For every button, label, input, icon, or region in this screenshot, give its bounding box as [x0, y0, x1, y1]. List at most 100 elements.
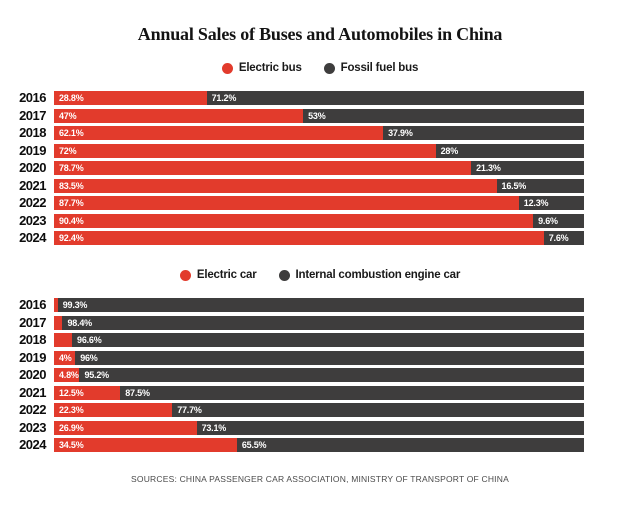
bar-row: 2023 90.4% 9.6%: [8, 212, 584, 228]
year-label: 2024: [19, 230, 46, 245]
bar-value-label: 77.7%: [177, 405, 202, 415]
electric-bar-segment: 22.3%: [54, 403, 173, 417]
electric-bar-segment: 28.8%: [54, 91, 207, 105]
bar-value-label: 9.6%: [538, 215, 558, 226]
stacked-bar: 78.7% 21.3%: [54, 161, 584, 175]
electric-bar-segment: 4%: [54, 350, 76, 365]
conventional-bar-segment: 96%: [75, 350, 584, 365]
conventional-bar-segment: 21.3%: [471, 161, 584, 175]
bar-value-label: 96.6%: [77, 335, 102, 345]
car-chart-legend: Electric car Internal combustion engine c…: [0, 268, 640, 282]
conventional-bar-segment: 99.3%: [57, 298, 584, 312]
conventional-bar-segment: 96.6%: [72, 333, 584, 347]
electric-bar-segment: [54, 333, 73, 347]
stacked-bar: 99.3%: [54, 298, 584, 312]
stacked-bar: 34.5% 65.5%: [54, 438, 584, 452]
electric-bar-segment: 4.8%: [54, 368, 80, 382]
year-label: 2022: [19, 402, 46, 417]
bar-value-label: 62.1%: [59, 128, 84, 138]
legend-item: Electric bus: [221, 62, 302, 74]
stacked-bar: 98.4%: [54, 315, 584, 330]
electric-bar-segment: [54, 315, 63, 330]
bus-chart-rows: 2016 28.8% 71.2% 2017 47% 53% 2018 62.1% 37.9% 20…: [8, 91, 584, 245]
car-chart-rows: 2016 99.3% 2017 98.4% 2018 96.6% 2019 4% 96% 2020…: [8, 298, 584, 452]
stacked-bar: 90.4% 9.6%: [54, 213, 584, 228]
conventional-bar-segment: 9.6%: [533, 213, 584, 228]
bar-value-label: 12.5%: [59, 387, 84, 398]
legend-label: Fossil fuel bus: [340, 62, 419, 74]
stacked-bar: 96.6%: [54, 333, 584, 347]
bar-row: 2019 4% 96%: [8, 350, 584, 365]
conventional-bar-segment: 77.7%: [172, 403, 584, 417]
electric-bar-segment: 12.5%: [54, 385, 121, 400]
bar-value-label: 16.5%: [501, 180, 527, 191]
bar-value-label: 87.7%: [59, 198, 84, 208]
bar-value-label: 12.3%: [523, 198, 549, 208]
year-label: 2018: [19, 125, 46, 140]
stacked-bar: 22.3% 77.7%: [54, 403, 584, 417]
legend-label: Internal combustion engine car: [295, 269, 461, 281]
bar-row: 2023 26.9% 73.1%: [8, 419, 584, 435]
page-title: Annual Sales of Buses and Automobiles in…: [137, 24, 503, 44]
bar-value-label: 90.4%: [59, 215, 84, 226]
conventional-bar-segment: 71.2%: [206, 91, 584, 105]
electric-bar-segment: 92.4%: [54, 231, 544, 245]
bar-row: 2018 62.1% 37.9%: [8, 126, 584, 140]
bar-value-label: 92.4%: [59, 233, 84, 243]
bar-value-label: 53%: [308, 110, 326, 121]
bar-value-label: 28.8%: [59, 93, 84, 103]
electric-bar-segment: [54, 298, 58, 312]
year-label: 2018: [19, 332, 46, 347]
electric-legend-dot-icon: [179, 269, 191, 281]
year-label: 2023: [19, 419, 46, 435]
year-label: 2021: [19, 384, 46, 400]
conventional-bar-segment: 16.5%: [496, 178, 584, 193]
year-label: 2017: [19, 314, 46, 330]
legend-label: Electric car: [196, 269, 257, 281]
bar-value-label: 28%: [440, 145, 459, 156]
bar-value-label: 87.5%: [125, 387, 150, 398]
legend-item: Internal combustion engine car: [278, 269, 461, 281]
electric-bar-segment: 62.1%: [54, 126, 384, 140]
conventional-bar-segment: 95.2%: [79, 368, 584, 382]
bar-row: 2020 78.7% 21.3%: [8, 161, 584, 175]
bar-row: 2024 34.5% 65.5%: [8, 438, 584, 452]
bar-row: 2016 28.8% 71.2%: [8, 91, 584, 105]
bar-row: 2024 92.4% 7.6%: [8, 231, 584, 245]
bar-row: 2020 4.8% 95.2%: [8, 368, 584, 382]
bar-value-label: 78.7%: [59, 163, 84, 173]
stacked-bar: 62.1% 37.9%: [54, 126, 584, 140]
year-label: 2023: [19, 212, 46, 228]
bar-value-label: 37.9%: [388, 128, 413, 138]
bar-value-label: 65.5%: [241, 440, 267, 450]
year-label: 2020: [19, 367, 46, 382]
bar-value-label: 7.6%: [548, 233, 569, 243]
stacked-bar: 83.5% 16.5%: [54, 178, 584, 193]
conventional-bar-segment: 65.5%: [236, 438, 584, 452]
bar-value-label: 22.3%: [59, 405, 84, 415]
stacked-bar: 26.9% 73.1%: [54, 420, 584, 435]
bar-value-label: 83.5%: [59, 180, 84, 191]
stacked-bar: 92.4% 7.6%: [54, 231, 584, 245]
stacked-bar: 12.5% 87.5%: [54, 385, 584, 400]
bar-value-label: 4.8%: [59, 370, 79, 380]
bar-value-label: 98.4%: [67, 317, 92, 328]
infographic-page: Annual Sales of Buses and Automobiles in…: [0, 24, 640, 525]
legend-item: Fossil fuel bus: [323, 62, 419, 74]
year-label: 2016: [19, 297, 46, 312]
bar-row: 2021 12.5% 87.5%: [8, 384, 584, 400]
year-label: 2020: [19, 160, 46, 175]
bar-value-label: 72%: [59, 145, 77, 156]
bar-value-label: 21.3%: [476, 163, 501, 173]
legend-item: Electric car: [179, 269, 257, 281]
car-sales-chart: Electric car Internal combustion engine c…: [0, 268, 640, 452]
electric-bar-segment: 90.4%: [54, 213, 534, 228]
electric-legend-dot-icon: [221, 62, 233, 74]
conventional-legend-dot-icon: [323, 62, 335, 74]
stacked-bar: 72% 28%: [54, 143, 584, 158]
conventional-bar-segment: 12.3%: [518, 196, 584, 210]
bar-row: 2021 83.5% 16.5%: [8, 178, 584, 193]
conventional-bar-segment: 28%: [435, 143, 584, 158]
bar-value-label: 73.1%: [201, 422, 227, 433]
conventional-legend-dot-icon: [278, 269, 290, 281]
